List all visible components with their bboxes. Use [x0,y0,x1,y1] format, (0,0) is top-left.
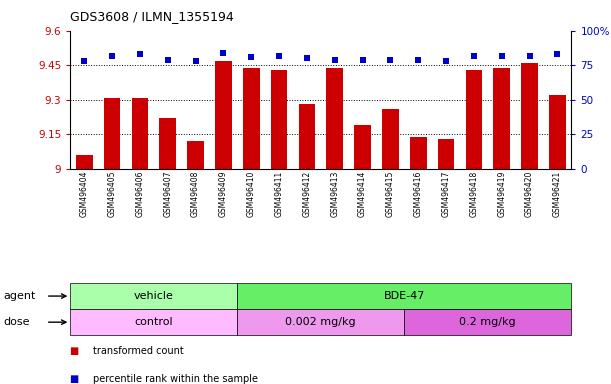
Bar [521,63,538,169]
Bar [187,141,204,169]
Bar [299,104,315,169]
Point [79,58,89,64]
Bar [437,139,455,169]
Bar [493,68,510,169]
Bar [131,98,148,169]
Text: percentile rank within the sample: percentile rank within the sample [93,374,258,384]
Bar [76,155,92,169]
Text: control: control [134,317,173,327]
Bar [549,95,566,169]
Bar [104,98,120,169]
Text: GDS3608 / ILMN_1355194: GDS3608 / ILMN_1355194 [70,10,234,23]
Point [357,57,367,63]
Bar [410,137,426,169]
Text: agent: agent [3,291,35,301]
Text: BDE-47: BDE-47 [384,291,425,301]
Point [386,57,395,63]
Point [441,58,451,64]
Text: 0.2 mg/kg: 0.2 mg/kg [459,317,516,327]
Bar [466,70,482,169]
Point [135,51,145,57]
Bar [70,309,237,335]
Bar [237,283,571,309]
Point [107,53,117,59]
Bar [271,70,287,169]
Point [413,57,423,63]
Bar [215,61,232,169]
Bar [237,309,404,335]
Text: 0.002 mg/kg: 0.002 mg/kg [285,317,356,327]
Bar [159,118,176,169]
Bar [382,109,399,169]
Point [163,57,172,63]
Point [525,53,535,59]
Point [552,51,562,57]
Point [302,55,312,61]
Point [497,53,507,59]
Bar [354,125,371,169]
Bar [243,68,260,169]
Text: ■: ■ [70,346,82,356]
Text: vehicle: vehicle [134,291,174,301]
Text: transformed count: transformed count [93,346,185,356]
Text: dose: dose [3,317,29,327]
Bar [70,283,237,309]
Point [191,58,200,64]
Point [274,53,284,59]
Point [469,53,479,59]
Bar [404,309,571,335]
Point [330,57,340,63]
Bar [326,68,343,169]
Point [246,54,256,60]
Point [219,50,229,56]
Text: ■: ■ [70,374,82,384]
